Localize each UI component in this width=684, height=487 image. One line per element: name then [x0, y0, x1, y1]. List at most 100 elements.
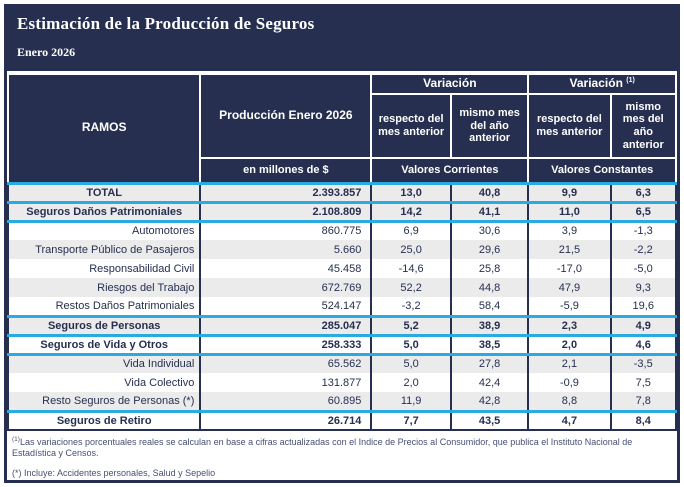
cell-vk-mes: 8,8: [527, 392, 611, 411]
cell-vk-anio: 6,5: [609, 202, 676, 221]
row-label: Seguros Daños Patrimoniales: [8, 202, 201, 221]
cell-vc-mes: 13,0: [370, 183, 451, 202]
cell-vc-anio: 27,8: [449, 354, 529, 373]
cell-produccion: 672.769: [199, 278, 372, 297]
cell-vc-anio: 38,9: [449, 316, 529, 335]
group-header-variacion-corrientes: Variación: [370, 73, 530, 95]
subheader-constantes-anio-anterior: mismo mes del año anterior: [609, 93, 677, 159]
table-header: RAMOS Producción Enero 2026 Variación Va…: [7, 73, 677, 184]
cell-produccion: 285.047: [199, 316, 372, 335]
cell-produccion: 60.895: [199, 392, 372, 411]
row-label: Seguros de Personas: [8, 316, 201, 335]
cell-vk-mes: 3,9: [527, 221, 611, 240]
table-row: Vida Colectivo 131.877 2,0 42,4 -0,9 7,5: [8, 373, 676, 392]
column-header-ramos: RAMOS: [7, 73, 202, 184]
cell-vk-anio: 8,4: [609, 411, 676, 430]
cell-vc-anio: 41,1: [449, 202, 529, 221]
cell-produccion: 65.562: [199, 354, 372, 373]
title-banner: Estimación de la Producción de Seguros E…: [7, 7, 677, 71]
subheader-corrientes-anio-anterior: mismo mes del año anterior: [449, 93, 530, 159]
cell-produccion: 26.714: [199, 411, 372, 430]
row-label: Seguros de Vida y Otros: [8, 335, 201, 354]
cell-vk-anio: -2,2: [609, 240, 676, 259]
table-row-category: Seguros Daños Patrimoniales 2.108.809 14…: [8, 202, 676, 221]
cell-vk-anio: -3,5: [609, 354, 676, 373]
group-header-label: Variación: [423, 76, 477, 91]
group-header-label: Variación: [569, 76, 627, 91]
cell-vc-anio: 43,5: [449, 411, 529, 430]
table-row-category: Seguros de Personas 285.047 5,2 38,9 2,3…: [8, 316, 676, 335]
cell-vc-mes: 6,9: [370, 221, 451, 240]
cell-vc-anio: 42,4: [449, 373, 529, 392]
valores-corrientes-header: Valores Corrientes: [370, 157, 530, 184]
cell-vc-mes: -14,6: [370, 259, 451, 278]
cell-vc-anio: 40,8: [449, 183, 529, 202]
cell-produccion: 258.333: [199, 335, 372, 354]
cell-vk-anio: 7,5: [609, 373, 676, 392]
row-label: Vida Colectivo: [8, 373, 201, 392]
table-row-category: Seguros de Vida y Otros 258.333 5,0 38,5…: [8, 335, 676, 354]
cell-vk-mes: -5,9: [527, 297, 611, 316]
footnote-1-text: Las variaciones porcentuales reales se c…: [12, 437, 633, 459]
report-period: Enero 2026: [17, 45, 76, 59]
cell-vk-anio: 6,3: [609, 183, 676, 202]
unit-header: en millones de $: [199, 157, 373, 184]
table-row: Riesgos del Trabajo 672.769 52,2 44,8 47…: [8, 278, 676, 297]
cell-produccion: 524.147: [199, 297, 372, 316]
cell-vk-mes: 4,7: [527, 411, 611, 430]
cell-vc-anio: 58,4: [449, 297, 529, 316]
cell-vk-anio: 4,9: [609, 316, 676, 335]
cell-vc-mes: -3,2: [370, 297, 451, 316]
cell-vc-mes: 52,2: [370, 278, 451, 297]
group-header-variacion-constantes: Variación (1): [527, 73, 677, 95]
cell-vk-anio: 4,6: [609, 335, 676, 354]
table-row: Responsabilidad Civil 45.458 -14,6 25,8 …: [8, 259, 676, 278]
cell-vk-mes: -0,9: [527, 373, 611, 392]
cell-vk-anio: 9,3: [609, 278, 676, 297]
cell-vc-mes: 7,7: [370, 411, 451, 430]
cell-vk-anio: 7,8: [609, 392, 676, 411]
row-label: Automotores: [8, 221, 201, 240]
cell-produccion: 45.458: [199, 259, 372, 278]
cell-vk-mes: 2,3: [527, 316, 611, 335]
cell-produccion: 131.877: [199, 373, 372, 392]
row-label: Seguros de Retiro: [8, 411, 201, 430]
cell-vk-mes: 11,0: [527, 202, 611, 221]
cell-vk-anio: -1,3: [609, 221, 676, 240]
table-row: Transporte Público de Pasajeros 5.660 25…: [8, 240, 676, 259]
row-label: TOTAL: [8, 183, 201, 202]
cell-vc-anio: 30,6: [449, 221, 529, 240]
row-label: Riesgos del Trabajo: [8, 278, 201, 297]
subheader-constantes-mes-anterior: respecto del mes anterior: [527, 93, 612, 159]
report-title: Estimación de la Producción de Seguros: [17, 14, 315, 33]
footnote-1: (1)Las variaciones porcentuales reales s…: [12, 436, 669, 460]
cell-vc-mes: 25,0: [370, 240, 451, 259]
table-row: Automotores 860.775 6,9 30,6 3,9 -1,3: [8, 221, 676, 240]
cell-vc-anio: 42,8: [449, 392, 529, 411]
cell-vc-anio: 29,6: [449, 240, 529, 259]
cell-vc-mes: 5,2: [370, 316, 451, 335]
cell-vc-anio: 44,8: [449, 278, 529, 297]
cell-vk-mes: 2,0: [527, 335, 611, 354]
table-row: Vida Individual 65.562 5,0 27,8 2,1 -3,5: [8, 354, 676, 373]
cell-vc-mes: 2,0: [370, 373, 451, 392]
table-row: Restos Daños Patrimoniales 524.147 -3,2 …: [8, 297, 676, 316]
cell-vc-mes: 11,9: [370, 392, 451, 411]
table-body: TOTAL 2.393.857 13,0 40,8 9,9 6,3 Seguro…: [8, 183, 676, 430]
cell-vk-mes: 2,1: [527, 354, 611, 373]
cell-vk-anio: 19,6: [609, 297, 676, 316]
cell-vk-mes: 21,5: [527, 240, 611, 259]
row-label: Vida Individual: [8, 354, 201, 373]
footnote-2: (*) Incluye: Accidentes personales, Salu…: [12, 467, 216, 478]
row-label: Restos Daños Patrimoniales: [8, 297, 201, 316]
footnote-1-marker: (1): [12, 436, 20, 443]
report-frame: Estimación de la Producción de Seguros E…: [4, 4, 680, 483]
cell-vk-mes: -17,0: [527, 259, 611, 278]
cell-vc-mes: 5,0: [370, 354, 451, 373]
row-label: Transporte Público de Pasajeros: [8, 240, 201, 259]
cell-produccion: 2.393.857: [199, 183, 372, 202]
cell-vk-mes: 47,9: [527, 278, 611, 297]
table-row-total: TOTAL 2.393.857 13,0 40,8 9,9 6,3: [8, 183, 676, 202]
footnote-marker: (1): [626, 77, 635, 85]
production-table: RAMOS Producción Enero 2026 Variación Va…: [7, 73, 677, 431]
